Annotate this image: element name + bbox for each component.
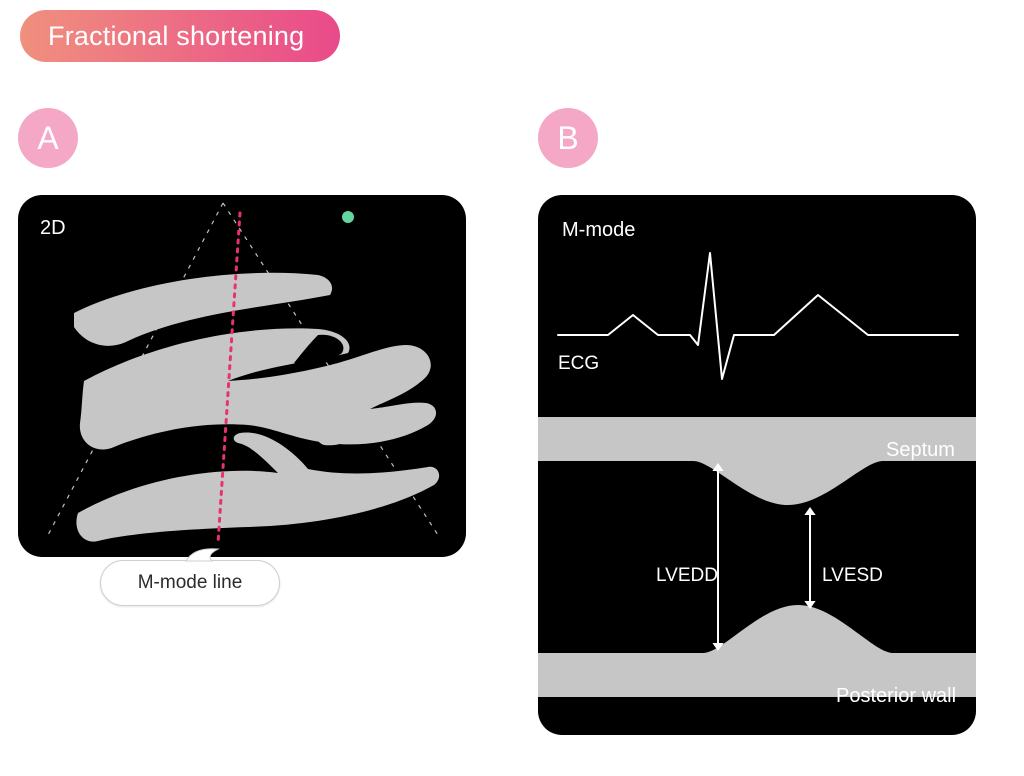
- panel-a-2d: 2D: [18, 195, 466, 557]
- ecg-label: ECG: [558, 353, 599, 375]
- posterior-wall-label: Posterior wall: [836, 685, 956, 708]
- lvedd-label: LVEDD: [656, 565, 718, 587]
- panel-a-svg: [18, 195, 466, 557]
- panel-badge-b: B: [538, 108, 598, 168]
- panel-b-mmode: M-mode ECG Septum Posterior wall LVEDD L…: [538, 195, 976, 735]
- title-pill: Fractional shortening: [20, 10, 340, 62]
- panel-b-label: M-mode: [562, 219, 635, 242]
- panel-badge-b-letter: B: [557, 120, 578, 157]
- septum-label: Septum: [886, 439, 955, 462]
- mmode-line-callout: M-mode line: [100, 560, 280, 606]
- lvesd-label: LVESD: [822, 565, 883, 587]
- panel-badge-a: A: [18, 108, 78, 168]
- title-text: Fractional shortening: [48, 21, 304, 52]
- panel-a-label: 2D: [40, 217, 66, 240]
- panel-b-svg: [538, 195, 976, 735]
- mmode-line-callout-text: M-mode line: [138, 572, 243, 594]
- panel-badge-a-letter: A: [37, 120, 58, 157]
